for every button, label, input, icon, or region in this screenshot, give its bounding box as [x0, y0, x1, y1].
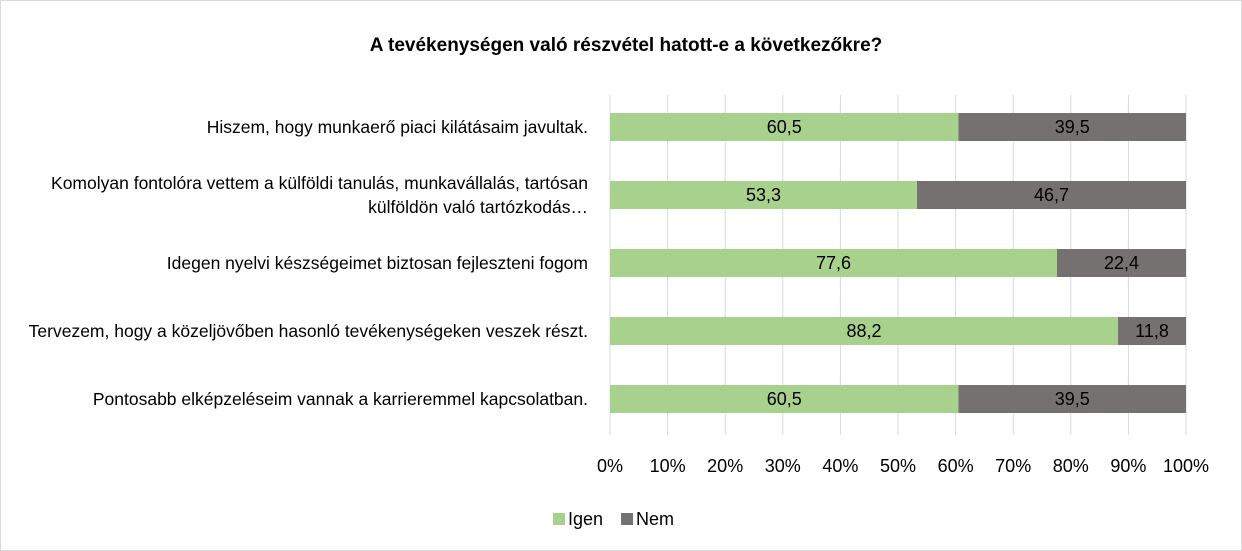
data-label: 53,3: [746, 185, 781, 205]
data-label: 22,4: [1104, 253, 1139, 273]
bar-segment: [610, 113, 959, 141]
x-tick-label: 50%: [880, 456, 916, 476]
x-tick-label: 20%: [707, 456, 743, 476]
bar-segment: [1118, 317, 1186, 345]
x-tick-label: 10%: [650, 456, 686, 476]
bar-segment: [1056, 249, 1186, 277]
x-tick-label: 90%: [1110, 456, 1146, 476]
y-tick-label: Hiszem, hogy munkaerő piaci kilátásaim j…: [206, 117, 588, 137]
legend-label: Igen: [568, 509, 603, 529]
data-label: 11,8: [1135, 321, 1169, 341]
y-tick-label: Komolyan fontolóra vettem a külföldi tan…: [51, 173, 588, 217]
x-tick-label: 0%: [597, 456, 623, 476]
data-label: 46,7: [1034, 185, 1069, 205]
bar-segment: [958, 113, 1186, 141]
x-tick-label: 70%: [995, 456, 1031, 476]
bar-segment: [610, 181, 918, 209]
bar-segment: [610, 385, 959, 413]
legend-swatch: [553, 513, 565, 525]
x-tick-label: 100%: [1163, 456, 1209, 476]
y-tick-label: Idegen nyelvi készségeimet biztosan fejl…: [166, 253, 588, 273]
y-tick-label: Tervezem, hogy a közeljövőben hasonló te…: [28, 321, 588, 341]
bar-segment: [958, 385, 1186, 413]
bar-segment: [610, 249, 1057, 277]
data-label: 60,5: [767, 389, 802, 409]
bar-segment: [917, 181, 1186, 209]
x-tick-label: 40%: [822, 456, 858, 476]
x-tick-label: 30%: [765, 456, 801, 476]
legend-swatch: [621, 513, 634, 525]
x-tick-label: 60%: [938, 456, 974, 476]
chart-title: A tevékenységen való részvétel hatott-e …: [370, 35, 883, 56]
x-tick-label: 80%: [1053, 456, 1089, 476]
legend-label: Nem: [636, 509, 674, 529]
bar-segment: [610, 317, 1119, 345]
data-label: 88,2: [846, 321, 881, 341]
data-label: 60,5: [767, 117, 802, 137]
data-label: 39,5: [1055, 117, 1090, 137]
y-tick-label: Pontosabb elképzeléseim vannak a karrier…: [92, 389, 588, 409]
data-label: 39,5: [1055, 389, 1090, 409]
data-label: 77,6: [816, 253, 851, 273]
